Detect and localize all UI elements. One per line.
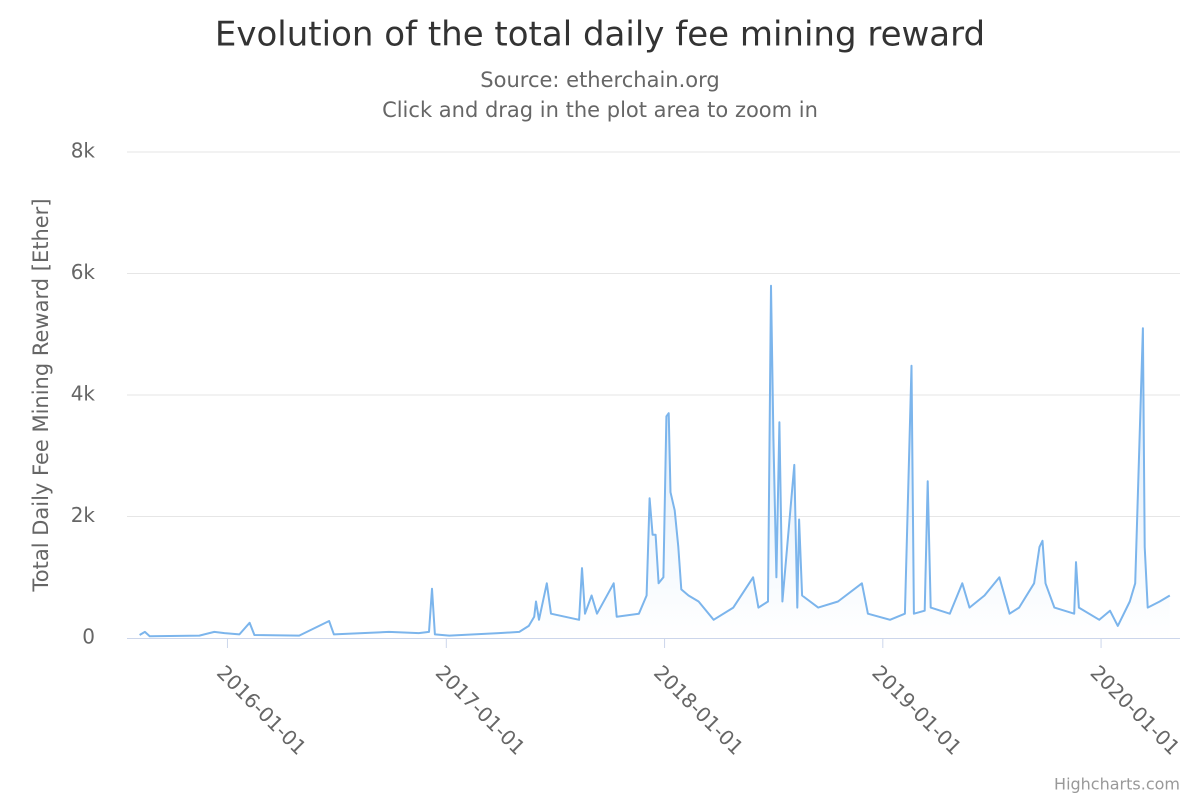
area (139, 285, 1170, 638)
credits[interactable]: Highcharts.com (1054, 775, 1180, 794)
x-tick-label: 2018-01-01 (649, 660, 748, 759)
y-tick-label: 6k (71, 260, 96, 284)
x-tick-label: 2020-01-01 (1086, 660, 1185, 759)
line (139, 284, 1171, 638)
x-tick-label: 2019-01-01 (867, 660, 966, 759)
subtitle: Source: etherchain.org (480, 68, 719, 92)
y-tick-label: 2k (71, 503, 96, 527)
subtitle: Click and drag in the plot area to zoom … (382, 98, 818, 122)
y-tick-label: 0 (82, 625, 95, 649)
x-tick-label: 2017-01-01 (431, 660, 530, 759)
chart-title: Evolution of the total daily fee mining … (215, 15, 985, 55)
y-axis-title: Total Daily Fee Mining Reward [Ether] (29, 198, 53, 592)
x-tick-label: 2016-01-01 (212, 660, 311, 759)
y-tick-label: 8k (71, 139, 96, 163)
y-tick-label: 4k (71, 382, 96, 406)
